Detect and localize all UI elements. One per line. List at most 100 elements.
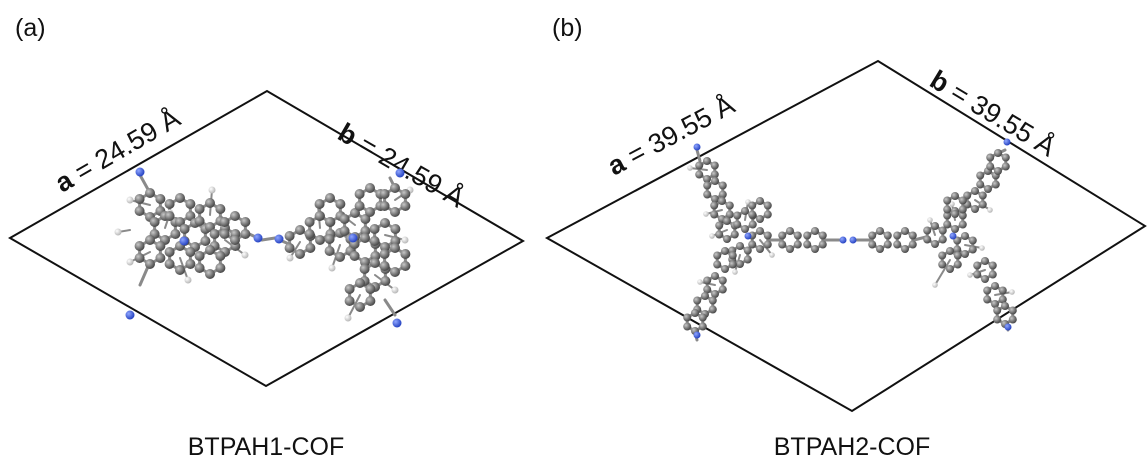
carbon-atom [175,193,185,203]
carbon-atom [971,187,979,195]
axis-b-label: b = 39.55 Å [925,64,1061,163]
carbon-atom [134,194,145,204]
carbon-atom [349,251,360,261]
hydrogen-atom [286,254,294,262]
carbon-atom [721,247,729,255]
carbon-atom [390,243,400,253]
carbon-atom [778,240,787,249]
carbon-atom [818,231,827,240]
hydrogen-atom [932,282,938,288]
carbon-atom [400,201,411,211]
carbon-atom [978,200,987,209]
carbon-atom [355,278,365,288]
carbon-atom [703,285,712,294]
carbon-atom [708,296,717,305]
carbon-atom [354,189,365,199]
carbon-atom [993,315,1002,324]
carbon-atom [295,249,305,259]
carbon-atom [379,201,390,211]
bond [695,148,702,163]
carbon-atom [295,225,305,235]
carbon-atom [155,241,166,251]
nitrogen-atom [253,233,263,243]
carbon-atom [748,240,757,249]
hydrogen-atom [703,211,709,217]
nitrogen-atom [348,233,358,243]
carbon-atom [868,231,877,240]
carbon-atom [380,276,391,286]
caption: BTPAH2-COF [774,433,931,461]
carbon-atom [803,240,812,249]
carbon-atom [304,229,315,239]
carbon-atom [683,313,692,322]
carbon-atom [711,272,719,280]
carbon-atom [691,309,699,317]
carbon-atom [145,235,155,245]
carbon-atom [991,180,1000,189]
carbon-atom [134,253,145,263]
carbon-atom [931,222,939,230]
carbon-atom [725,201,734,210]
carbon-atom [400,249,411,259]
carbon-atom [748,201,757,210]
carbon-atom [811,245,819,253]
carbon-atom [1001,153,1010,162]
carbon-atom [923,235,932,244]
carbon-atom [721,265,729,273]
carbon-atom [786,245,794,253]
carbon-atom [953,251,962,260]
carbon-atom [958,196,967,205]
carbon-atom [973,270,982,279]
carbon-atom [741,207,749,215]
carbon-atom [325,193,335,203]
carbon-atom [943,211,952,220]
carbon-atom [703,175,711,183]
molecular-structure [683,138,1017,342]
nitrogen-atom [274,234,284,244]
carbon-atom [324,234,335,244]
carbon-atom [240,217,251,227]
carbon-atom [741,225,749,233]
carbon-atom [695,170,704,179]
carbon-atom [175,265,185,275]
carbon-atom [736,242,744,250]
carbon-atom [219,217,230,227]
hydrogen-atom [987,207,993,213]
carbon-atom [718,181,727,190]
carbon-atom [718,190,727,199]
carbon-atom [703,190,712,199]
carbon-atom [958,211,967,220]
carbon-atom [400,261,411,271]
atoms [114,167,414,328]
carbon-atom [723,217,731,225]
carbon-atom [355,302,365,312]
carbon-atom [164,199,175,209]
carbon-atom [803,231,812,240]
carbon-atom [683,322,692,331]
carbon-atom [344,284,355,294]
carbon-atom [194,204,205,214]
hydrogen-atom [732,269,738,275]
nitrogen-atom [395,168,405,178]
hydrogen-atom [697,279,703,285]
bond [347,294,361,319]
unit-cell-outline [7,89,526,388]
nitrogen-atom [135,167,145,177]
carbon-atom [736,260,744,268]
hydrogen-atom [709,233,715,239]
carbon-atom [968,245,977,254]
hydrogen-atom [687,165,693,171]
carbon-atom [335,199,346,209]
carbon-atom [205,269,215,279]
carbon-atom [314,211,325,221]
carbon-atom [205,245,215,255]
carbon-atom [946,265,954,273]
carbon-atom [998,286,1007,295]
carbon-atom [155,253,166,263]
carbon-atom [961,250,969,258]
caption: BTPAH1-COF [188,433,345,461]
carbon-atom [185,199,196,209]
carbon-atom [988,261,997,270]
carbon-atom [951,192,959,200]
carbon-atom [215,263,226,273]
